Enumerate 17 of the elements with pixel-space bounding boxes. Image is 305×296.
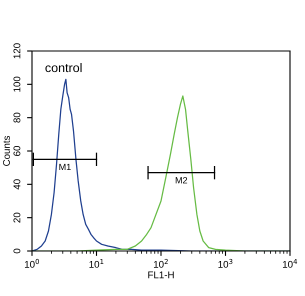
- y-tick-label: 40: [13, 179, 20, 190]
- x-axis-title: FL1-H: [148, 272, 174, 278]
- y-axis-title: Counts: [3, 136, 10, 166]
- annotation: control: [45, 63, 82, 72]
- annotation: M1: [59, 164, 71, 170]
- y-tick-label: 100: [13, 76, 20, 92]
- y-tick-label: 80: [13, 112, 20, 123]
- y-tick-label: 60: [13, 146, 20, 156]
- x-tick-label: 10$^{4}$: [282, 259, 298, 268]
- y-tick-label: 20: [13, 212, 20, 223]
- x-tick-label: 10$^{3}$: [218, 258, 232, 268]
- x-tick-label: 10$^{2}$: [154, 258, 168, 268]
- x-tick-label: 10$^{1}$: [89, 259, 104, 268]
- x-tick-label: 10$^{0}$: [24, 258, 40, 268]
- y-tick-label: 120: [13, 43, 20, 58]
- annotation: M2: [176, 177, 188, 184]
- y-tick-label: 0: [13, 248, 20, 254]
